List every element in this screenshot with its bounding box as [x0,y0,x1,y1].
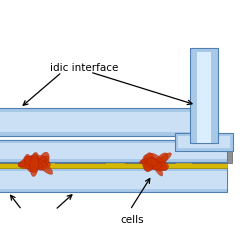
Ellipse shape [26,160,45,170]
Ellipse shape [142,155,152,172]
Ellipse shape [152,162,162,169]
Ellipse shape [153,162,169,171]
Ellipse shape [144,162,153,171]
Ellipse shape [140,158,157,164]
Ellipse shape [39,152,49,170]
Ellipse shape [28,156,42,168]
Bar [0,163,227,168]
Ellipse shape [146,158,159,166]
Bar [178,136,230,148]
Ellipse shape [31,155,46,164]
Ellipse shape [24,156,43,169]
Ellipse shape [30,157,51,168]
Ellipse shape [29,155,38,173]
Ellipse shape [148,153,164,167]
Ellipse shape [30,154,39,177]
Ellipse shape [156,162,167,171]
Ellipse shape [148,162,163,167]
Ellipse shape [36,159,53,175]
Bar [125,140,175,163]
Text: cells: cells [120,215,144,225]
Bar [0,171,227,189]
Ellipse shape [145,161,160,170]
Bar [0,140,35,163]
Ellipse shape [31,152,39,167]
Ellipse shape [144,153,154,166]
Bar [0,168,227,192]
Bar [0,108,210,136]
Bar [0,112,210,132]
Text: idic interface: idic interface [50,63,118,73]
Bar [55,140,105,163]
Bar [197,52,211,143]
Bar [192,140,232,163]
Bar [0,143,227,159]
Ellipse shape [157,161,165,169]
Ellipse shape [155,153,168,168]
Ellipse shape [37,157,45,167]
Ellipse shape [145,162,166,169]
Ellipse shape [28,156,36,172]
Ellipse shape [156,159,165,171]
Bar [0,140,227,162]
Bar [175,133,233,151]
Bar [190,48,218,143]
Ellipse shape [24,154,31,169]
Ellipse shape [150,157,163,176]
Ellipse shape [154,153,171,166]
Ellipse shape [20,156,36,167]
Ellipse shape [32,156,49,167]
Ellipse shape [28,160,39,172]
Ellipse shape [141,159,151,165]
Ellipse shape [18,161,36,169]
Ellipse shape [18,159,41,167]
